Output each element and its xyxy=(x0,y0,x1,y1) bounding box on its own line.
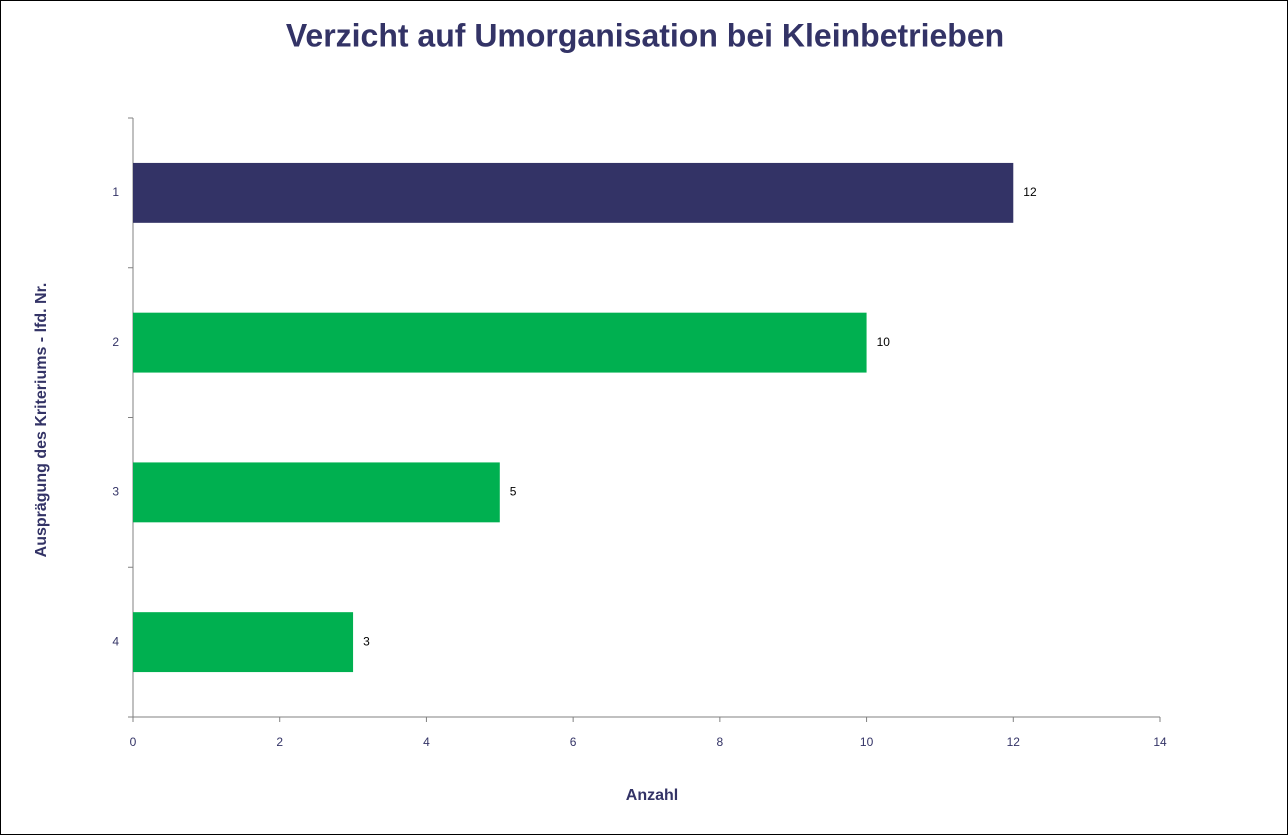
x-tick-label: 8 xyxy=(717,735,724,749)
y-tick-label: 3 xyxy=(112,485,119,499)
x-tick-label: 2 xyxy=(276,735,283,749)
y-tick-label: 4 xyxy=(112,634,119,648)
x-tick-label: 10 xyxy=(860,735,874,749)
bar xyxy=(133,462,500,523)
x-tick-label: 6 xyxy=(570,735,577,749)
x-tick-label: 14 xyxy=(1153,735,1167,749)
chart-title: Verzicht auf Umorganisation bei Kleinbet… xyxy=(286,17,1004,53)
x-tick-label: 0 xyxy=(130,735,137,749)
x-axis-label: Anzahl xyxy=(626,787,678,804)
data-label: 10 xyxy=(877,335,891,349)
bar xyxy=(133,162,1014,223)
bar xyxy=(133,612,354,673)
data-label: 12 xyxy=(1023,185,1037,199)
data-label: 3 xyxy=(363,634,370,648)
bar xyxy=(133,312,867,373)
y-tick-label: 2 xyxy=(112,335,119,349)
data-label: 5 xyxy=(510,485,517,499)
y-tick-label: 1 xyxy=(112,185,119,199)
x-tick-label: 4 xyxy=(423,735,430,749)
y-axis-label: Ausprägung des Kriteriums - lfd. Nr. xyxy=(33,283,50,558)
x-tick-label: 12 xyxy=(1007,735,1021,749)
